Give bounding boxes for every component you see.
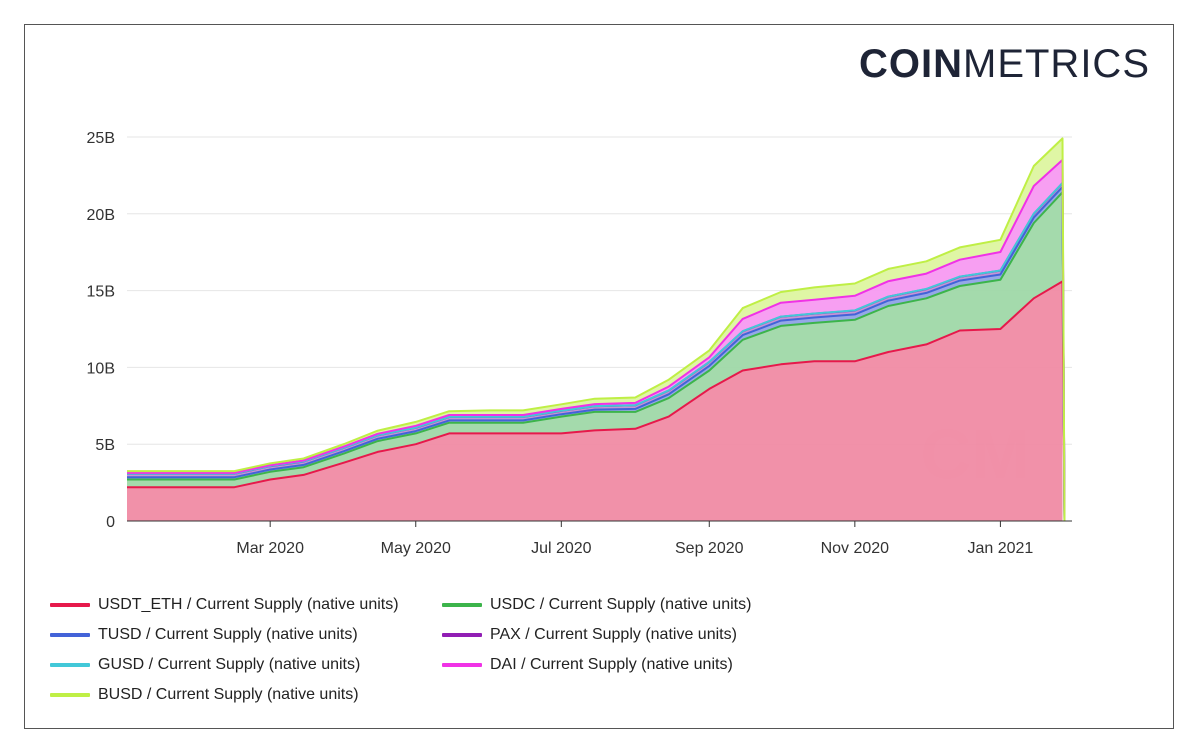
series-line-1	[127, 280, 1066, 522]
legend-item[interactable]: USDC / Current Supply (native units)	[442, 592, 751, 618]
legend-item[interactable]: BUSD / Current Supply (native units)	[50, 682, 359, 708]
x-tick-label: Mar 2020	[236, 540, 304, 557]
legend-label: GUSD / Current Supply (native units)	[98, 656, 361, 673]
legend-swatch	[50, 663, 90, 667]
area-1	[127, 281, 1063, 521]
series-line-7	[127, 137, 1066, 522]
legend-swatch	[50, 633, 90, 637]
logo-light-text: METRICS	[963, 42, 1150, 86]
legend-label: TUSD / Current Supply (native units)	[98, 626, 358, 643]
legend-swatch	[50, 693, 90, 697]
legend-label: DAI / Current Supply (native units)	[490, 656, 733, 673]
series-lines	[127, 137, 1066, 522]
x-tick-label: Jul 2020	[531, 540, 592, 557]
x-tick-label: May 2020	[381, 540, 451, 557]
legend-swatch	[442, 633, 482, 637]
legend-label: BUSD / Current Supply (native units)	[98, 686, 359, 703]
series-line-6	[127, 158, 1066, 522]
legend-swatch	[442, 663, 482, 667]
axes: 0 5B 10B 15B 20B 25B Mar 2020 May 2020 Jul 2020 S…	[87, 130, 1072, 557]
y-tick-label: 0	[106, 514, 115, 531]
coinmetrics-logo: COINMETRICS	[859, 44, 1150, 84]
legend-swatch	[442, 603, 482, 607]
legend-item[interactable]: DAI / Current Supply (native units)	[442, 652, 733, 678]
y-tick-label: 10B	[87, 360, 115, 377]
y-tick-label: 5B	[95, 437, 115, 454]
x-tick-label: Jan 2021	[967, 540, 1033, 557]
series-line-3	[127, 185, 1066, 522]
y-tick-label: 25B	[87, 130, 115, 147]
legend-item[interactable]: USDT_ETH / Current Supply (native units)	[50, 592, 399, 618]
legend-item[interactable]: TUSD / Current Supply (native units)	[50, 622, 358, 648]
legend-swatch	[50, 603, 90, 607]
area-series	[127, 138, 1063, 521]
y-tick-label: 15B	[87, 284, 115, 301]
legend-item[interactable]: GUSD / Current Supply (native units)	[50, 652, 360, 678]
area-2	[127, 192, 1063, 488]
series-line-2	[127, 191, 1066, 522]
logo-bold-text: COIN	[859, 42, 963, 86]
legend-item[interactable]: PAX / Current Supply (native units)	[442, 622, 737, 648]
legend-label: PAX / Current Supply (native units)	[490, 626, 737, 643]
x-tick-label: Sep 2020	[675, 540, 744, 557]
y-tick-label: 20B	[87, 207, 115, 224]
legend-label: USDC / Current Supply (native units)	[490, 596, 752, 613]
x-tick-label: Nov 2020	[821, 540, 890, 557]
legend-label: USDT_ETH / Current Supply (native units)	[98, 596, 399, 613]
